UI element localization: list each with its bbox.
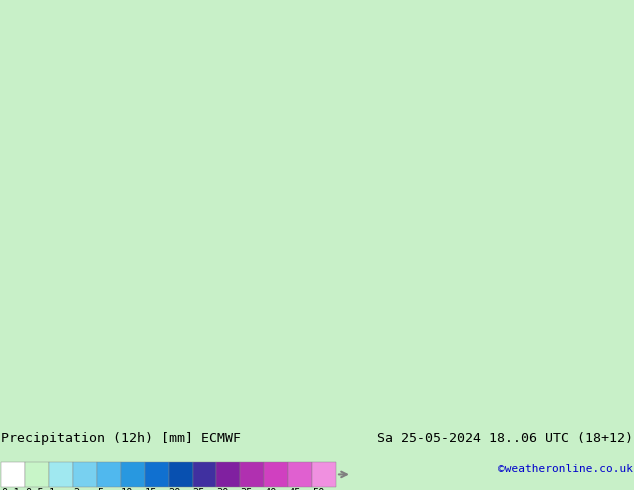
Text: 0.1: 0.1 (1, 488, 20, 490)
Text: Sa 25-05-2024 18..06 UTC (18+12): Sa 25-05-2024 18..06 UTC (18+12) (377, 432, 633, 445)
Text: 0.5: 0.5 (25, 488, 44, 490)
Bar (240, 462, 264, 487)
Bar (1, 462, 25, 487)
Bar (49, 462, 73, 487)
Text: 20: 20 (169, 488, 181, 490)
Bar (216, 462, 240, 487)
Text: 30: 30 (216, 488, 229, 490)
Text: ©weatheronline.co.uk: ©weatheronline.co.uk (498, 464, 633, 473)
Bar (73, 462, 97, 487)
Text: 40: 40 (264, 488, 277, 490)
Bar (312, 462, 336, 487)
Text: 25: 25 (193, 488, 205, 490)
Text: 5: 5 (97, 488, 103, 490)
Bar (121, 462, 145, 487)
Text: Precipitation (12h) [mm] ECMWF: Precipitation (12h) [mm] ECMWF (1, 432, 241, 445)
Bar (97, 462, 121, 487)
Text: 50: 50 (312, 488, 325, 490)
Text: 35: 35 (240, 488, 253, 490)
Text: 2: 2 (73, 488, 79, 490)
Bar (145, 462, 169, 487)
Bar (25, 462, 49, 487)
Text: 1: 1 (49, 488, 55, 490)
Text: 45: 45 (288, 488, 301, 490)
Bar (288, 462, 312, 487)
Bar (169, 462, 193, 487)
Bar (193, 462, 216, 487)
Text: 15: 15 (145, 488, 157, 490)
Text: 10: 10 (121, 488, 133, 490)
Bar (264, 462, 288, 487)
